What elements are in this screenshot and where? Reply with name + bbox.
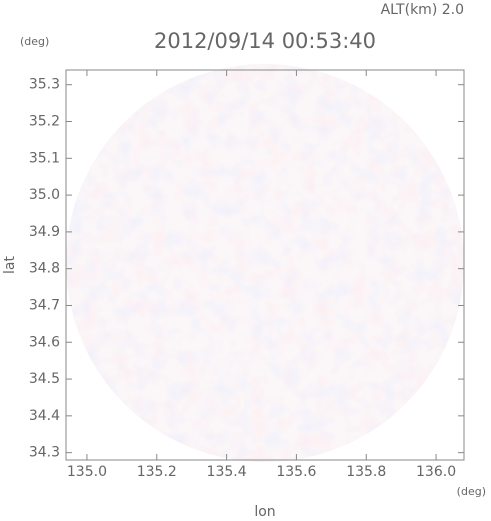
x-tick-label: 135.2 xyxy=(137,464,177,480)
chart-title: 2012/09/14 00:53:40 xyxy=(154,29,376,53)
y-tick-label: 34.3 xyxy=(29,445,60,461)
y-tick-label: 34.6 xyxy=(29,334,60,350)
radar-echo xyxy=(66,64,464,462)
y-tick-label: 34.8 xyxy=(29,261,60,277)
y-tick-label: 35.1 xyxy=(29,150,60,166)
y-tick-label: 35.3 xyxy=(29,77,60,93)
x-tick-label: 135.6 xyxy=(276,464,316,480)
y-tick-label: 34.9 xyxy=(29,224,60,240)
y-tick-label: 34.4 xyxy=(29,408,60,424)
y-tick-label: 34.7 xyxy=(29,297,60,313)
y-axis-label: lat xyxy=(2,256,18,274)
x-tick-label: 135.8 xyxy=(346,464,386,480)
y-tick-label: 34.5 xyxy=(29,371,60,387)
x-axis-label: lon xyxy=(254,504,275,520)
x-unit: (deg) xyxy=(457,485,486,498)
y-unit: (deg) xyxy=(20,35,49,48)
x-tick-label: 135.0 xyxy=(67,464,107,480)
altitude: ALT(km) 2.0 xyxy=(381,2,464,18)
y-tick-label: 35.0 xyxy=(29,187,60,203)
y-tick-label: 35.2 xyxy=(29,114,60,130)
x-tick-label: 136.0 xyxy=(416,464,456,480)
x-tick-label: 135.4 xyxy=(207,464,247,480)
plot-frame xyxy=(65,69,465,461)
